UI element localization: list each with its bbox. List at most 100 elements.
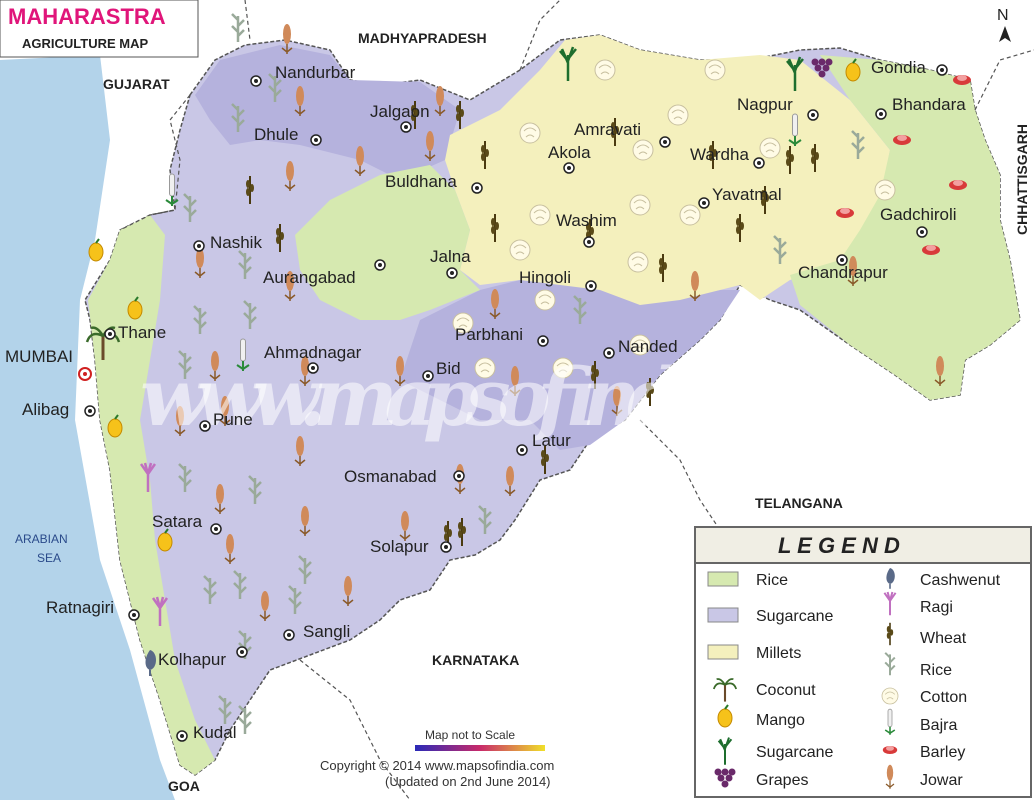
legend-item-coconut: Coconut	[712, 677, 816, 703]
city-gadchiroli: Gadchiroli	[880, 205, 957, 238]
svg-text:Jalna: Jalna	[430, 247, 471, 266]
svg-text:Nanded: Nanded	[618, 337, 678, 356]
rice-zone-central	[295, 165, 480, 320]
telangana-border	[639, 419, 721, 531]
legend-item-sugarcane-area: Sugarcane	[707, 607, 833, 625]
scale-note: Map not to Scale	[425, 728, 515, 742]
city-washim: Washim	[556, 211, 617, 248]
city-nanded: Nanded	[603, 337, 678, 359]
north-label: N	[997, 7, 1009, 24]
copyright-line1: Copyright © 2014 www.mapsofindia.com	[320, 758, 554, 773]
svg-text:Thane: Thane	[118, 323, 166, 342]
svg-text:Hingoli: Hingoli	[519, 268, 571, 287]
svg-text:Nashik: Nashik	[210, 233, 262, 252]
svg-text:Ragi: Ragi	[920, 599, 953, 616]
svg-text:Ratnagiri: Ratnagiri	[46, 598, 114, 617]
svg-text:Jalgaon: Jalgaon	[370, 102, 430, 121]
city-buldhana: Buldhana	[385, 172, 483, 194]
chhattisgarh-border	[974, 49, 1034, 111]
city-wardha: Wardha	[690, 145, 765, 169]
svg-text:Dhule: Dhule	[254, 125, 298, 144]
legend-item-ragi: Ragi	[883, 590, 953, 617]
svg-text:Barley: Barley	[920, 744, 965, 761]
legend: L E G E N D Rice Sugarcane Millets Cocon…	[694, 526, 1032, 798]
svg-text:Kolhapur: Kolhapur	[158, 650, 226, 669]
legend-item-bajra: Bajra	[884, 708, 957, 736]
label-madhyapradesh: MADHYAPRADESH	[358, 30, 487, 46]
label-goa: GOA	[168, 778, 200, 794]
title-line2: AGRICULTURE MAP	[22, 36, 148, 51]
svg-text:Amravati: Amravati	[574, 120, 641, 139]
city-jalna: Jalna	[430, 247, 471, 279]
svg-text:Chandrapur: Chandrapur	[798, 263, 888, 282]
city-kudal: Kudal	[176, 723, 236, 742]
svg-text:Akola: Akola	[548, 143, 591, 162]
label-chhattisgarh: CHHATTISGARH	[1014, 124, 1030, 235]
svg-text:Sangli: Sangli	[303, 622, 350, 641]
legend-item-barley: Barley	[882, 744, 965, 761]
city-chandrapur: Chandrapur	[798, 254, 888, 282]
rice-zone-east	[790, 55, 1020, 400]
city-nagpur: Nagpur	[737, 95, 819, 121]
svg-text:Satara: Satara	[152, 512, 203, 531]
svg-text:Cotton: Cotton	[920, 689, 967, 706]
north-arrow: N	[997, 7, 1011, 42]
svg-text:Cashwenut: Cashwenut	[920, 572, 1001, 589]
city-akola: Akola	[548, 143, 591, 174]
title-box: MAHARASTRA AGRICULTURE MAP	[0, 0, 199, 58]
city-latur: Latur	[516, 431, 571, 456]
city-thane: Thane	[104, 323, 166, 342]
svg-text:Grapes: Grapes	[756, 772, 808, 789]
city-alibag: Alibag	[22, 400, 96, 419]
watermark: www.mapsofindia.com	[140, 350, 900, 444]
label-sea-line2: SEA	[37, 551, 61, 565]
city-osmanabad: Osmanabad	[344, 467, 465, 486]
svg-text:Rice: Rice	[756, 572, 788, 589]
city-mumbai: MUMBAI	[5, 347, 92, 381]
city-gondia: Gondia	[871, 58, 948, 77]
city-satara: Satara	[152, 512, 222, 535]
svg-text:Sugarcane: Sugarcane	[756, 744, 833, 761]
legend-item-cotton: Cotton	[881, 687, 967, 706]
city-amravati: Amravati	[574, 120, 671, 148]
svg-text:Bajra: Bajra	[920, 717, 957, 734]
svg-text:Nagpur: Nagpur	[737, 95, 793, 114]
scale-gradient-bar	[415, 745, 545, 751]
svg-text:Mango: Mango	[756, 712, 805, 729]
city-ratnagiri: Ratnagiri	[46, 598, 140, 621]
madhyapradesh-border	[244, 0, 561, 71]
svg-text:Washim: Washim	[556, 211, 617, 230]
copyright-line2: (Updated on 2nd June 2014)	[385, 774, 551, 789]
svg-text:Parbhani: Parbhani	[455, 325, 523, 344]
svg-text:Bid: Bid	[436, 359, 461, 378]
city-dhule: Dhule	[254, 125, 322, 146]
svg-text:Ahmadnagar: Ahmadnagar	[264, 343, 362, 362]
city-solapur: Solapur	[370, 537, 452, 556]
legend-item-wheat: Wheat	[885, 621, 967, 647]
city-aurangabad: Aurangabad	[263, 259, 386, 287]
label-gujarat: GUJARAT	[103, 76, 170, 92]
legend-item-millets-area: Millets	[707, 644, 801, 662]
svg-text:Coconut: Coconut	[756, 682, 816, 699]
title-line1: MAHARASTRA	[8, 4, 166, 29]
svg-text:Buldhana: Buldhana	[385, 172, 457, 191]
legend-item-mango: Mango	[717, 704, 805, 729]
svg-text:Solapur: Solapur	[370, 537, 429, 556]
svg-text:Wardha: Wardha	[690, 145, 749, 164]
city-nashik: Nashik	[193, 233, 262, 252]
city-yavatmal: Yavatmal	[698, 185, 782, 209]
svg-text:Sugarcane: Sugarcane	[756, 608, 833, 625]
svg-text:Wheat: Wheat	[920, 630, 967, 647]
svg-text:Kudal: Kudal	[193, 723, 236, 742]
svg-text:Yavatmal: Yavatmal	[712, 185, 782, 204]
legend-item-rice-area: Rice	[707, 571, 788, 589]
legend-item-sugarcane-plant: Sugarcane	[717, 736, 833, 766]
legend-item-rice-plant: Rice	[884, 651, 952, 679]
svg-text:Millets: Millets	[756, 645, 801, 662]
svg-text:Gadchiroli: Gadchiroli	[880, 205, 957, 224]
city-bhandara: Bhandara	[875, 95, 966, 120]
svg-text:MUMBAI: MUMBAI	[5, 347, 73, 366]
svg-text:Osmanabad: Osmanabad	[344, 467, 437, 486]
svg-text:Bhandara: Bhandara	[892, 95, 966, 114]
